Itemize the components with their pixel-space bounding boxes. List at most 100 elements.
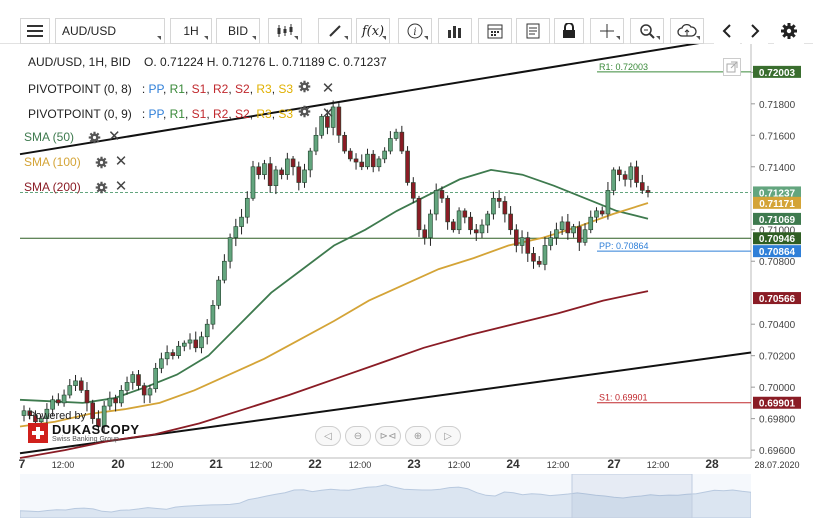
chevron-right-icon: ▷ <box>444 430 452 442</box>
candle-body <box>159 358 164 369</box>
price-chart[interactable]: R1: 0.72003 PP: 0.70864 S1: 0.69901 0.7200… <box>0 44 813 475</box>
sma-legend-200: SMA (200) ✕ <box>24 178 128 195</box>
function-icon: f(x) <box>361 23 385 39</box>
candle-body <box>588 216 594 231</box>
pivot-level: S1 <box>191 107 207 121</box>
chevron-right-icon <box>751 24 760 38</box>
pivot-level: S2 <box>235 82 250 96</box>
candle-body <box>330 106 336 128</box>
notes-button[interactable] <box>516 18 550 44</box>
x-tick-label: 23 <box>407 457 421 471</box>
pivot-level: R1 <box>169 82 185 96</box>
candle-body <box>388 138 393 152</box>
x-tick-label: 21 <box>209 457 223 471</box>
sma-legend-50: SMA (50) ✕ <box>24 128 121 145</box>
chart-type-button[interactable] <box>268 18 302 44</box>
popout-icon <box>726 61 738 73</box>
price-side-selector[interactable]: BID <box>216 18 260 44</box>
nav-forward-button[interactable]: ▷ <box>435 426 461 446</box>
candle-body <box>27 410 33 416</box>
trendline-upper <box>19 44 700 156</box>
x-tick-label: 24 <box>506 457 520 471</box>
candle-body <box>571 226 576 234</box>
candle-body <box>639 182 645 191</box>
drawing-tools-button[interactable] <box>318 18 352 44</box>
gear-icon[interactable] <box>298 105 311 118</box>
gear-icon[interactable] <box>88 131 101 144</box>
y-tick-label: 0.70200 <box>759 352 796 363</box>
y-tick-label: 0.70000 <box>759 383 796 394</box>
candle-body <box>433 190 439 215</box>
timeframe-selector[interactable]: 1H <box>170 18 212 44</box>
cloud-upload-icon <box>677 23 697 37</box>
indicators-button[interactable]: f(x) <box>356 18 390 44</box>
candle-body <box>33 415 38 423</box>
candle-body <box>462 210 468 218</box>
sma-label: SMA (100) <box>24 155 81 169</box>
candle-body <box>628 166 634 180</box>
nav-back-button[interactable]: ◁ <box>315 426 341 446</box>
candle-body <box>445 197 450 223</box>
close-icon[interactable]: ✕ <box>321 80 335 97</box>
scroll-left-button[interactable] <box>714 18 740 44</box>
gear-icon[interactable] <box>95 181 108 194</box>
calendar-button[interactable] <box>478 18 512 44</box>
close-icon[interactable]: ✕ <box>321 105 335 122</box>
symbol-selector[interactable]: AUD/USD <box>55 18 165 44</box>
bar-indicator-button[interactable] <box>438 18 472 44</box>
crosshair-icon <box>600 24 614 38</box>
x-tick-label: 28 <box>705 457 719 471</box>
price-label-text: 0.70566 <box>759 294 796 305</box>
x-tick-label: 12:00 <box>448 460 471 470</box>
candle-body <box>496 197 502 202</box>
candle-body <box>38 418 44 423</box>
zoom-in-button[interactable]: ⊕ <box>405 426 431 446</box>
menu-button[interactable] <box>20 18 50 44</box>
x-tick-label: 12:00 <box>647 460 670 470</box>
candle-body <box>422 229 428 238</box>
candle-body <box>84 390 90 404</box>
candle-body <box>141 385 147 396</box>
gear-icon[interactable] <box>95 156 108 169</box>
candle-body <box>319 116 324 136</box>
crosshair-button[interactable] <box>590 18 624 44</box>
candle-body <box>645 190 651 193</box>
info-button[interactable]: i <box>398 18 432 44</box>
bar-indicator-icon <box>448 26 461 38</box>
close-icon[interactable]: ✕ <box>108 128 121 145</box>
overview-navigator[interactable] <box>20 474 751 518</box>
candle-body <box>353 158 359 163</box>
candle-body <box>204 323 210 338</box>
y-tick-label: 0.71600 <box>759 131 796 142</box>
overview-area <box>20 484 751 518</box>
scroll-right-button[interactable] <box>742 18 768 44</box>
gear-icon[interactable] <box>298 80 311 93</box>
candle-body <box>90 402 95 419</box>
close-icon[interactable]: ✕ <box>114 153 128 170</box>
candle-body <box>130 374 136 383</box>
zoom-button[interactable] <box>630 18 664 44</box>
pivot-legend-1: PIVOTPOINT (0, 8) : PP, R1, S1, R2, S2, … <box>28 80 335 97</box>
x-tick-label: 12:00 <box>547 460 570 470</box>
overview-window[interactable] <box>571 474 693 518</box>
candle-body <box>164 352 170 360</box>
price-label-text: 0.70946 <box>759 234 796 245</box>
zoom-out-button[interactable]: ⊖ <box>345 426 371 446</box>
pivot-level: R2 <box>213 107 229 121</box>
fit-button[interactable]: ⊳⊲ <box>375 426 401 446</box>
x-tick-label: 12:00 <box>151 460 174 470</box>
popout-button[interactable] <box>723 58 741 76</box>
candle-body <box>279 169 284 175</box>
price-side-label: BID <box>227 24 248 38</box>
price-label-box <box>753 186 801 199</box>
candle-body <box>399 131 405 152</box>
candle-body <box>376 158 382 168</box>
lock-button[interactable] <box>554 18 584 44</box>
cloud-upload-button[interactable] <box>670 18 704 44</box>
candle-body <box>307 150 313 171</box>
settings-button[interactable] <box>774 18 804 44</box>
time-axis: 7 12:00 20 12:00 21 12:00 22 12:00 23 12:00 24 12:0… <box>19 457 800 471</box>
close-icon[interactable]: ✕ <box>114 178 128 195</box>
pivot-annotation: S1: 0.69901 <box>599 393 648 403</box>
candle-body <box>525 237 531 254</box>
